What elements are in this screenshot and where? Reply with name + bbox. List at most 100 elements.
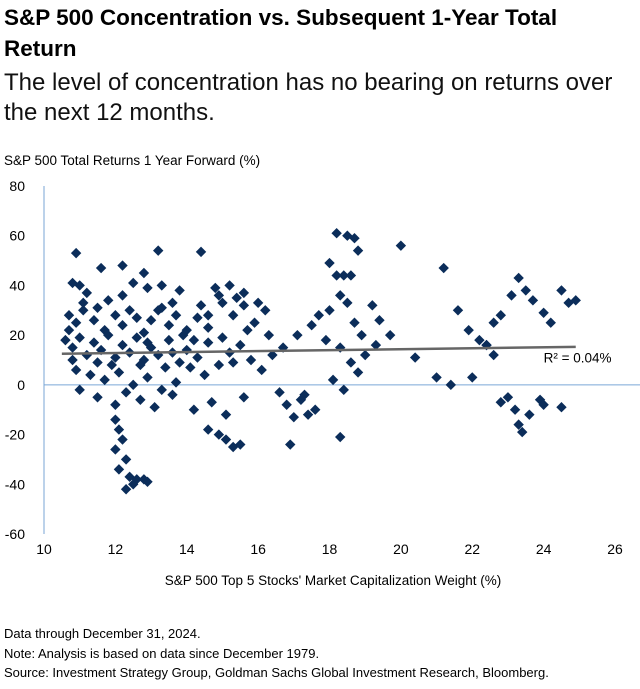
data-point [117,339,128,351]
data-point [227,310,239,321]
y-axis-label: S&P 500 Total Returns 1 Year Forward (%) [4,153,261,168]
data-point [138,327,150,338]
data-point [256,364,267,376]
data-points [60,228,581,495]
data-point [467,372,478,383]
data-point [488,349,499,361]
data-point [374,315,385,326]
data-point [142,372,153,383]
x-tick-label: 14 [179,541,195,557]
x-tick-label: 22 [464,541,480,557]
data-point [142,476,153,487]
data-point [88,337,100,348]
data-point [153,305,164,316]
data-point [338,384,349,396]
y-tick-label: 0 [17,377,25,393]
y-tick-label: -20 [5,427,25,443]
data-point [438,262,449,274]
data-point [260,305,271,316]
data-point [110,352,121,363]
data-point [288,411,300,423]
data-point [128,277,139,289]
data-point [135,359,146,371]
data-point [563,297,574,309]
data-point [335,431,346,443]
data-point [167,389,178,400]
data-point [238,392,250,403]
x-tick-label: 18 [322,541,338,557]
data-point [149,402,160,413]
data-point [338,270,349,281]
data-point [74,384,85,396]
data-point [63,324,75,336]
data-point [502,392,514,403]
data-point [331,228,342,239]
data-point [185,362,196,373]
data-point [281,399,292,410]
data-point [238,300,250,311]
data-point [117,434,128,445]
data-point [113,464,125,475]
data-point [213,290,225,301]
data-point [488,317,499,328]
data-point [206,397,217,408]
data-point [213,359,225,371]
data-point [195,300,207,311]
y-tick-label: -60 [5,526,25,542]
data-point [217,297,228,309]
data-point [174,357,185,368]
data-point [538,307,549,318]
scatter-chart: 80 60 40 20 0 -20 -40 -60 10 12 14 16 18 20 22 24 26 R² … [5,178,640,557]
data-point [174,285,185,296]
data-point [359,349,371,361]
data-point [153,245,164,256]
data-point [245,354,257,366]
data-point [67,342,78,353]
data-point [556,285,567,296]
data-point [120,387,132,398]
data-point [85,369,96,381]
data-point [202,322,214,333]
data-point [331,270,342,281]
axes: 80 60 40 20 0 -20 -40 -60 10 12 14 16 18 20 22 24 26 [5,178,640,557]
data-point [310,404,321,415]
data-point [545,317,556,328]
data-point [349,233,360,244]
data-point [252,297,264,309]
footnote-note: Note: Analysis is based on data since De… [4,645,320,661]
footnotes: Data through December 31, 2024. Note: An… [4,624,549,683]
data-point [513,419,524,430]
data-point [324,305,335,316]
data-point [395,240,407,251]
data-point [92,392,103,403]
data-point [299,389,310,400]
data-point [370,339,382,351]
data-point [570,295,581,306]
data-point [327,374,339,386]
data-point [274,387,285,398]
data-point [384,329,396,341]
data-point [263,329,275,341]
x-tick-label: 26 [607,541,623,557]
data-point [110,444,121,455]
data-point [513,272,524,284]
data-point [163,320,175,331]
data-point [113,424,125,435]
data-point [249,317,260,328]
data-point [181,344,192,356]
data-point [210,282,221,294]
x-tick-label: 12 [108,541,124,557]
data-point [320,334,332,346]
data-point [313,310,324,321]
data-point [235,339,246,351]
data-point [285,439,296,450]
data-point [202,310,214,321]
data-point [131,312,142,323]
data-point [120,454,132,465]
data-point [192,312,203,323]
data-point [227,357,239,368]
data-point [238,287,250,299]
data-point [92,357,103,368]
data-point [220,409,232,420]
data-point [128,479,139,490]
